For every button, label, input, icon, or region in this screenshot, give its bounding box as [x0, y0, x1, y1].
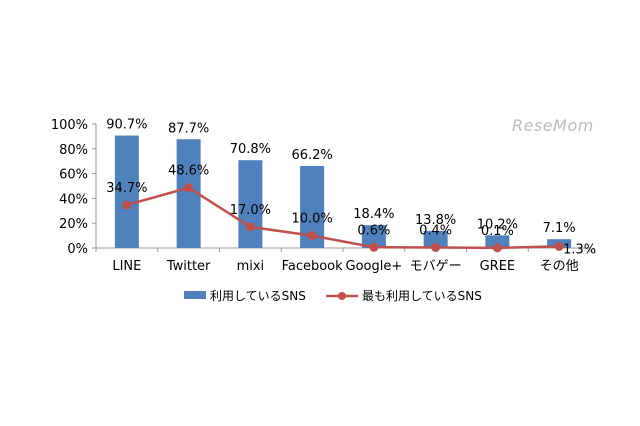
- line-value-label: 34.7%: [106, 181, 147, 196]
- legend-line-marker: [338, 292, 346, 300]
- bar: [485, 235, 510, 248]
- line-point: [307, 231, 317, 241]
- bar-value-label: 90.7%: [106, 118, 147, 133]
- line-value-label: 0.6%: [357, 223, 390, 238]
- bar-value-label: 66.2%: [291, 148, 332, 163]
- bar: [238, 160, 263, 248]
- line-value-label: 1.3%: [563, 242, 596, 257]
- legend-bar-swatch: [184, 291, 206, 299]
- bar-value-label: 70.8%: [230, 142, 271, 157]
- legend-line-label: 最も利用しているSNS: [362, 289, 482, 303]
- bar-value-label: 7.1%: [543, 221, 576, 236]
- line-value-label: 17.0%: [230, 203, 271, 218]
- line-point: [184, 183, 194, 193]
- x-axis: LINE Twitter mixi Facebook Google+ モバゲー GREE その…: [112, 259, 578, 274]
- line-point: [554, 241, 564, 251]
- x-tick-label: Google+: [346, 259, 403, 274]
- y-tick-label: 40%: [59, 192, 88, 207]
- y-tick-label: 100%: [51, 118, 88, 133]
- bar: [114, 135, 139, 248]
- x-tick-label: LINE: [112, 259, 141, 274]
- line-point: [122, 200, 132, 210]
- x-tick-label: GREE: [480, 259, 516, 274]
- y-tick-label: 20%: [59, 217, 88, 232]
- bar-value-label: 18.4%: [353, 207, 394, 222]
- legend-bar-label: 利用しているSNS: [210, 289, 306, 303]
- x-tick-label: mixi: [237, 259, 265, 274]
- legend: 利用しているSNS 最も利用しているSNS: [184, 289, 482, 303]
- bar-value-label: 13.8%: [415, 213, 456, 228]
- bar: [361, 225, 386, 248]
- line-point: [369, 242, 379, 252]
- bar-value-label: 10.2%: [477, 217, 518, 232]
- y-tick-label: 80%: [59, 143, 88, 158]
- y-tick-label: 60%: [59, 168, 88, 183]
- line-point: [492, 243, 502, 253]
- y-tick-label: 0%: [67, 242, 88, 257]
- line-value-label: 0.1%: [481, 224, 514, 239]
- line-series: 34.7% 48.6% 17.0% 10.0% 0.6% 0.4% 0.1% 1.3%: [106, 164, 596, 258]
- line-value-label: 0.4%: [419, 224, 452, 239]
- x-tick-label: Twitter: [166, 259, 211, 274]
- bar: [423, 230, 448, 248]
- x-tick-label: Facebook: [282, 259, 344, 274]
- line-value-label: 10.0%: [291, 212, 332, 227]
- bar-series: 90.7% 87.7% 70.8% 66.2% 18.4% 13.8% 10.2% 7.1%: [106, 118, 576, 248]
- watermark-logo: ReseMom: [512, 116, 594, 135]
- line-path: [126, 186, 560, 250]
- line-value-label: 48.6%: [168, 164, 209, 179]
- x-tick-label: その他: [540, 259, 579, 274]
- line-point: [431, 243, 441, 253]
- line-point: [245, 222, 255, 232]
- bar-value-label: 87.7%: [168, 121, 209, 136]
- x-tick-label: モバゲー: [410, 259, 462, 274]
